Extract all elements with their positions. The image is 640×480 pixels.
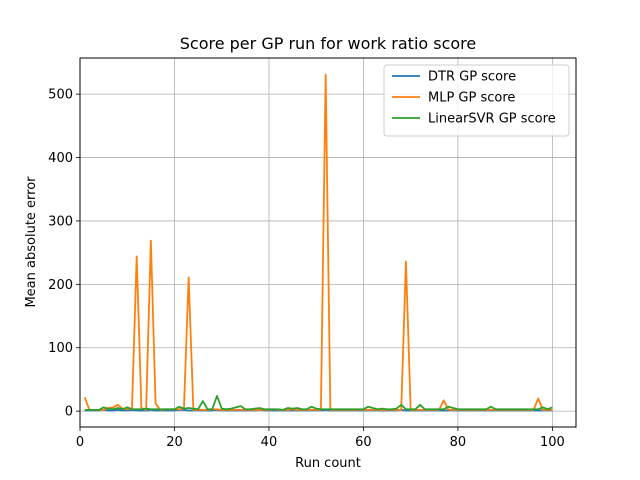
legend: DTR GP score MLP GP score LinearSVR GP sco… — [383, 64, 570, 137]
x-tick-label: 100 — [540, 435, 565, 450]
y-axis: 0 100 200 300 400 500 — [48, 88, 80, 420]
series-layer — [83, 73, 553, 412]
chart-title: Score per GP run for work ratio score — [180, 34, 477, 53]
y-tick-label: 100 — [48, 341, 73, 356]
x-tick-label: 80 — [450, 435, 467, 450]
plot-frame — [79, 57, 577, 428]
x-axis-label: Run count — [295, 456, 361, 471]
y-tick-label: 500 — [48, 88, 73, 103]
x-tick-label: 0 — [76, 435, 84, 450]
legend-label-2: LinearSVR GP score — [428, 112, 556, 127]
y-tick-label: 0 — [65, 405, 73, 420]
legend-box — [383, 64, 570, 137]
legend-label-1: MLP GP score — [428, 91, 515, 106]
x-tick-label: 60 — [355, 435, 372, 450]
x-axis: 0 20 40 60 80 100 — [76, 427, 565, 450]
y-tick-label: 300 — [48, 214, 73, 229]
x-tick-label: 20 — [166, 435, 183, 450]
y-tick-label: 400 — [48, 151, 73, 166]
series-line-2 — [84, 395, 553, 411]
x-tick-label: 40 — [261, 435, 278, 450]
legend-label-0: DTR GP score — [428, 70, 516, 85]
y-axis-label: Mean absolute error — [24, 176, 39, 308]
y-tick-label: 200 — [48, 278, 73, 293]
